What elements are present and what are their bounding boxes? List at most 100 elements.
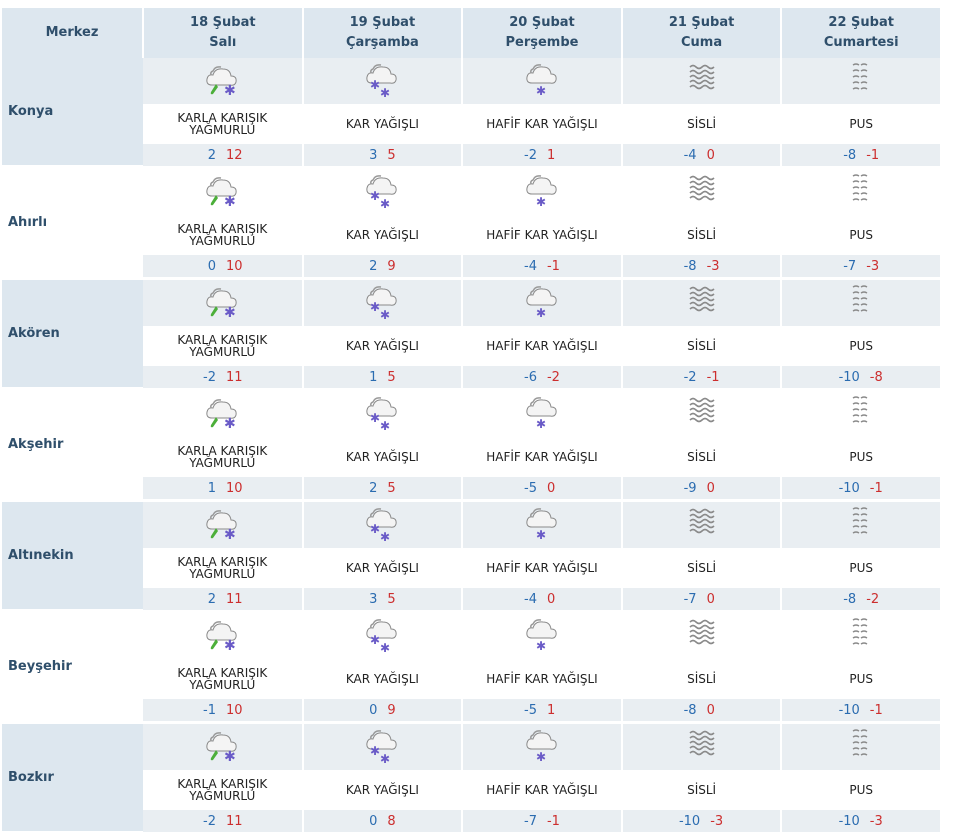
city-cell: Akşehir xyxy=(2,391,143,500)
min-temp: -8 xyxy=(843,147,857,163)
weather-icon-cell: ✱ xyxy=(143,724,304,770)
min-temp: -10 xyxy=(678,813,701,829)
min-temp: -2 xyxy=(203,813,217,829)
temperature-cell: -5 1 xyxy=(462,699,623,721)
city-name[interactable]: Bozkır xyxy=(8,770,54,785)
city-name[interactable]: Akören xyxy=(8,326,60,341)
min-temp: -2 xyxy=(524,147,537,163)
city-icon-row: Altınekin ✱ ✱ ✱ ✱ xyxy=(2,502,942,611)
max-temp: 1 xyxy=(546,147,556,163)
city-name[interactable]: Ahırlı xyxy=(8,215,48,230)
temperature-cell: -4 -1 xyxy=(462,255,623,277)
city-icon-row: Akşehir ✱ ✱ ✱ ✱ xyxy=(2,391,942,500)
weather-description-text: HAFİF KAR YAĞIŞLI xyxy=(486,339,598,353)
sleet-icon: ✱ xyxy=(202,614,242,654)
min-temp: -8 xyxy=(683,702,697,718)
light-snow-icon: ✱ xyxy=(522,59,562,99)
max-temp: 8 xyxy=(387,813,396,829)
weather-description: PUS xyxy=(781,104,942,144)
light-snow-icon: ✱ xyxy=(522,392,562,432)
forecast-table: Merkez 18 Şubat Salı 19 Şubat Çarşamba 20 … xyxy=(2,8,942,835)
weather-description: KARLA KARIŞIK YAĞMURLU xyxy=(143,770,304,810)
svg-text:✱: ✱ xyxy=(370,300,380,314)
weather-description-text: HAFİF KAR YAĞIŞLI xyxy=(486,561,598,575)
weather-description-text: KARLA KARIŞIK YAĞMURLU xyxy=(177,444,268,470)
city-desc-row: KARLA KARIŞIK YAĞMURLU KAR YAĞIŞLI HAFİF K… xyxy=(2,326,942,366)
header-date: 21 Şubat xyxy=(668,15,735,30)
weather-description: KARLA KARIŞIK YAĞMURLU xyxy=(143,437,304,477)
weather-description-text: SİSLİ xyxy=(687,339,717,353)
max-temp: 10 xyxy=(226,480,243,496)
city-name[interactable]: Akşehir xyxy=(8,437,64,452)
max-temp: 5 xyxy=(387,147,396,163)
weather-description-text: KARLA KARIŞIK YAĞMURLU xyxy=(177,222,268,248)
min-temp: 3 xyxy=(369,147,378,163)
weather-description-text: HAFİF KAR YAĞIŞLI xyxy=(486,672,598,686)
weather-description-text: KARLA KARIŞIK YAĞMURLU xyxy=(177,777,268,803)
weather-description-text: PUS xyxy=(849,561,873,575)
svg-text:✱: ✱ xyxy=(380,86,390,99)
sleet-icon: ✱ xyxy=(202,170,242,210)
max-temp: 11 xyxy=(226,813,243,829)
max-temp: 0 xyxy=(706,591,715,607)
weather-description: SİSLİ xyxy=(621,437,783,477)
header-weekday: Cumartesi xyxy=(823,35,899,50)
svg-text:✱: ✱ xyxy=(224,83,236,99)
temperature-cell: 0 10 xyxy=(143,255,304,277)
weather-description-text: PUS xyxy=(849,783,873,797)
weather-description: HAFİF KAR YAĞIŞLI xyxy=(462,104,623,144)
city-desc-row: KARLA KARIŞIK YAĞMURLU KAR YAĞIŞLI HAFİF K… xyxy=(2,548,942,588)
city-name[interactable]: Konya xyxy=(8,104,54,119)
temperature-cell: 1 10 xyxy=(143,477,304,499)
svg-text:✱: ✱ xyxy=(536,195,546,209)
temperature-cell: -7 -3 xyxy=(781,255,942,277)
weather-description-text: PUS xyxy=(849,450,873,464)
weather-description: SİSLİ xyxy=(621,104,783,144)
max-temp: -1 xyxy=(866,147,880,163)
weather-description: KAR YAĞIŞLI xyxy=(302,104,464,144)
temperature-cell: -4 0 xyxy=(621,144,783,166)
min-temp: -1 xyxy=(203,702,217,718)
weather-icon-cell: ✱ xyxy=(143,58,304,104)
min-temp: -4 xyxy=(683,147,697,163)
weather-icon-cell: ✱ ✱ xyxy=(302,391,464,437)
weather-description: PUS xyxy=(781,770,942,810)
max-temp: 0 xyxy=(546,480,556,496)
min-temp: -5 xyxy=(524,480,537,496)
sleet-icon: ✱ xyxy=(202,503,242,543)
header-weekday: Çarşamba xyxy=(345,35,419,50)
city-desc-row: KARLA KARIŞIK YAĞMURLU KAR YAĞIŞLI HAFİF K… xyxy=(2,104,942,144)
city-temp-row: -2 11 0 8 -7 -1 -10 -3 -10 -3 xyxy=(2,810,942,832)
svg-text:✱: ✱ xyxy=(380,641,390,654)
max-temp: -3 xyxy=(866,258,880,274)
svg-text:✱: ✱ xyxy=(370,522,380,536)
min-temp: -4 xyxy=(524,258,537,274)
mist-icon xyxy=(841,725,881,765)
min-temp: -7 xyxy=(524,813,537,829)
weather-description: KAR YAĞIŞLI xyxy=(302,548,464,588)
weather-icon-cell xyxy=(781,613,942,659)
svg-text:✱: ✱ xyxy=(370,78,380,92)
light-snow-icon: ✱ xyxy=(522,614,562,654)
city-temp-row: 2 11 3 5 -4 0 -7 0 -8 -2 xyxy=(2,588,942,610)
svg-text:✱: ✱ xyxy=(224,416,236,432)
snow-icon: ✱ ✱ xyxy=(362,170,402,211)
city-name[interactable]: Altınekin xyxy=(8,548,74,563)
temperature-cell: -1 10 xyxy=(143,699,304,721)
weather-icon-cell: ✱ ✱ xyxy=(302,724,464,770)
mist-icon xyxy=(841,392,881,432)
weather-description-text: KARLA KARIŞIK YAĞMURLU xyxy=(177,666,268,692)
weather-description-text: HAFİF KAR YAĞIŞLI xyxy=(486,228,598,242)
header-date: 19 Şubat xyxy=(349,15,416,30)
max-temp: 5 xyxy=(387,480,396,496)
city-name[interactable]: Beyşehir xyxy=(8,659,72,674)
weather-description-text: KARLA KARIŞIK YAĞMURLU xyxy=(177,333,268,359)
city-cell: Bozkır xyxy=(2,724,143,833)
weather-description: SİSLİ xyxy=(621,215,783,255)
header-date: 22 Şubat xyxy=(828,15,894,30)
city-temp-row: 1 10 2 5 -5 0 -9 0 -10 -1 xyxy=(2,477,942,499)
